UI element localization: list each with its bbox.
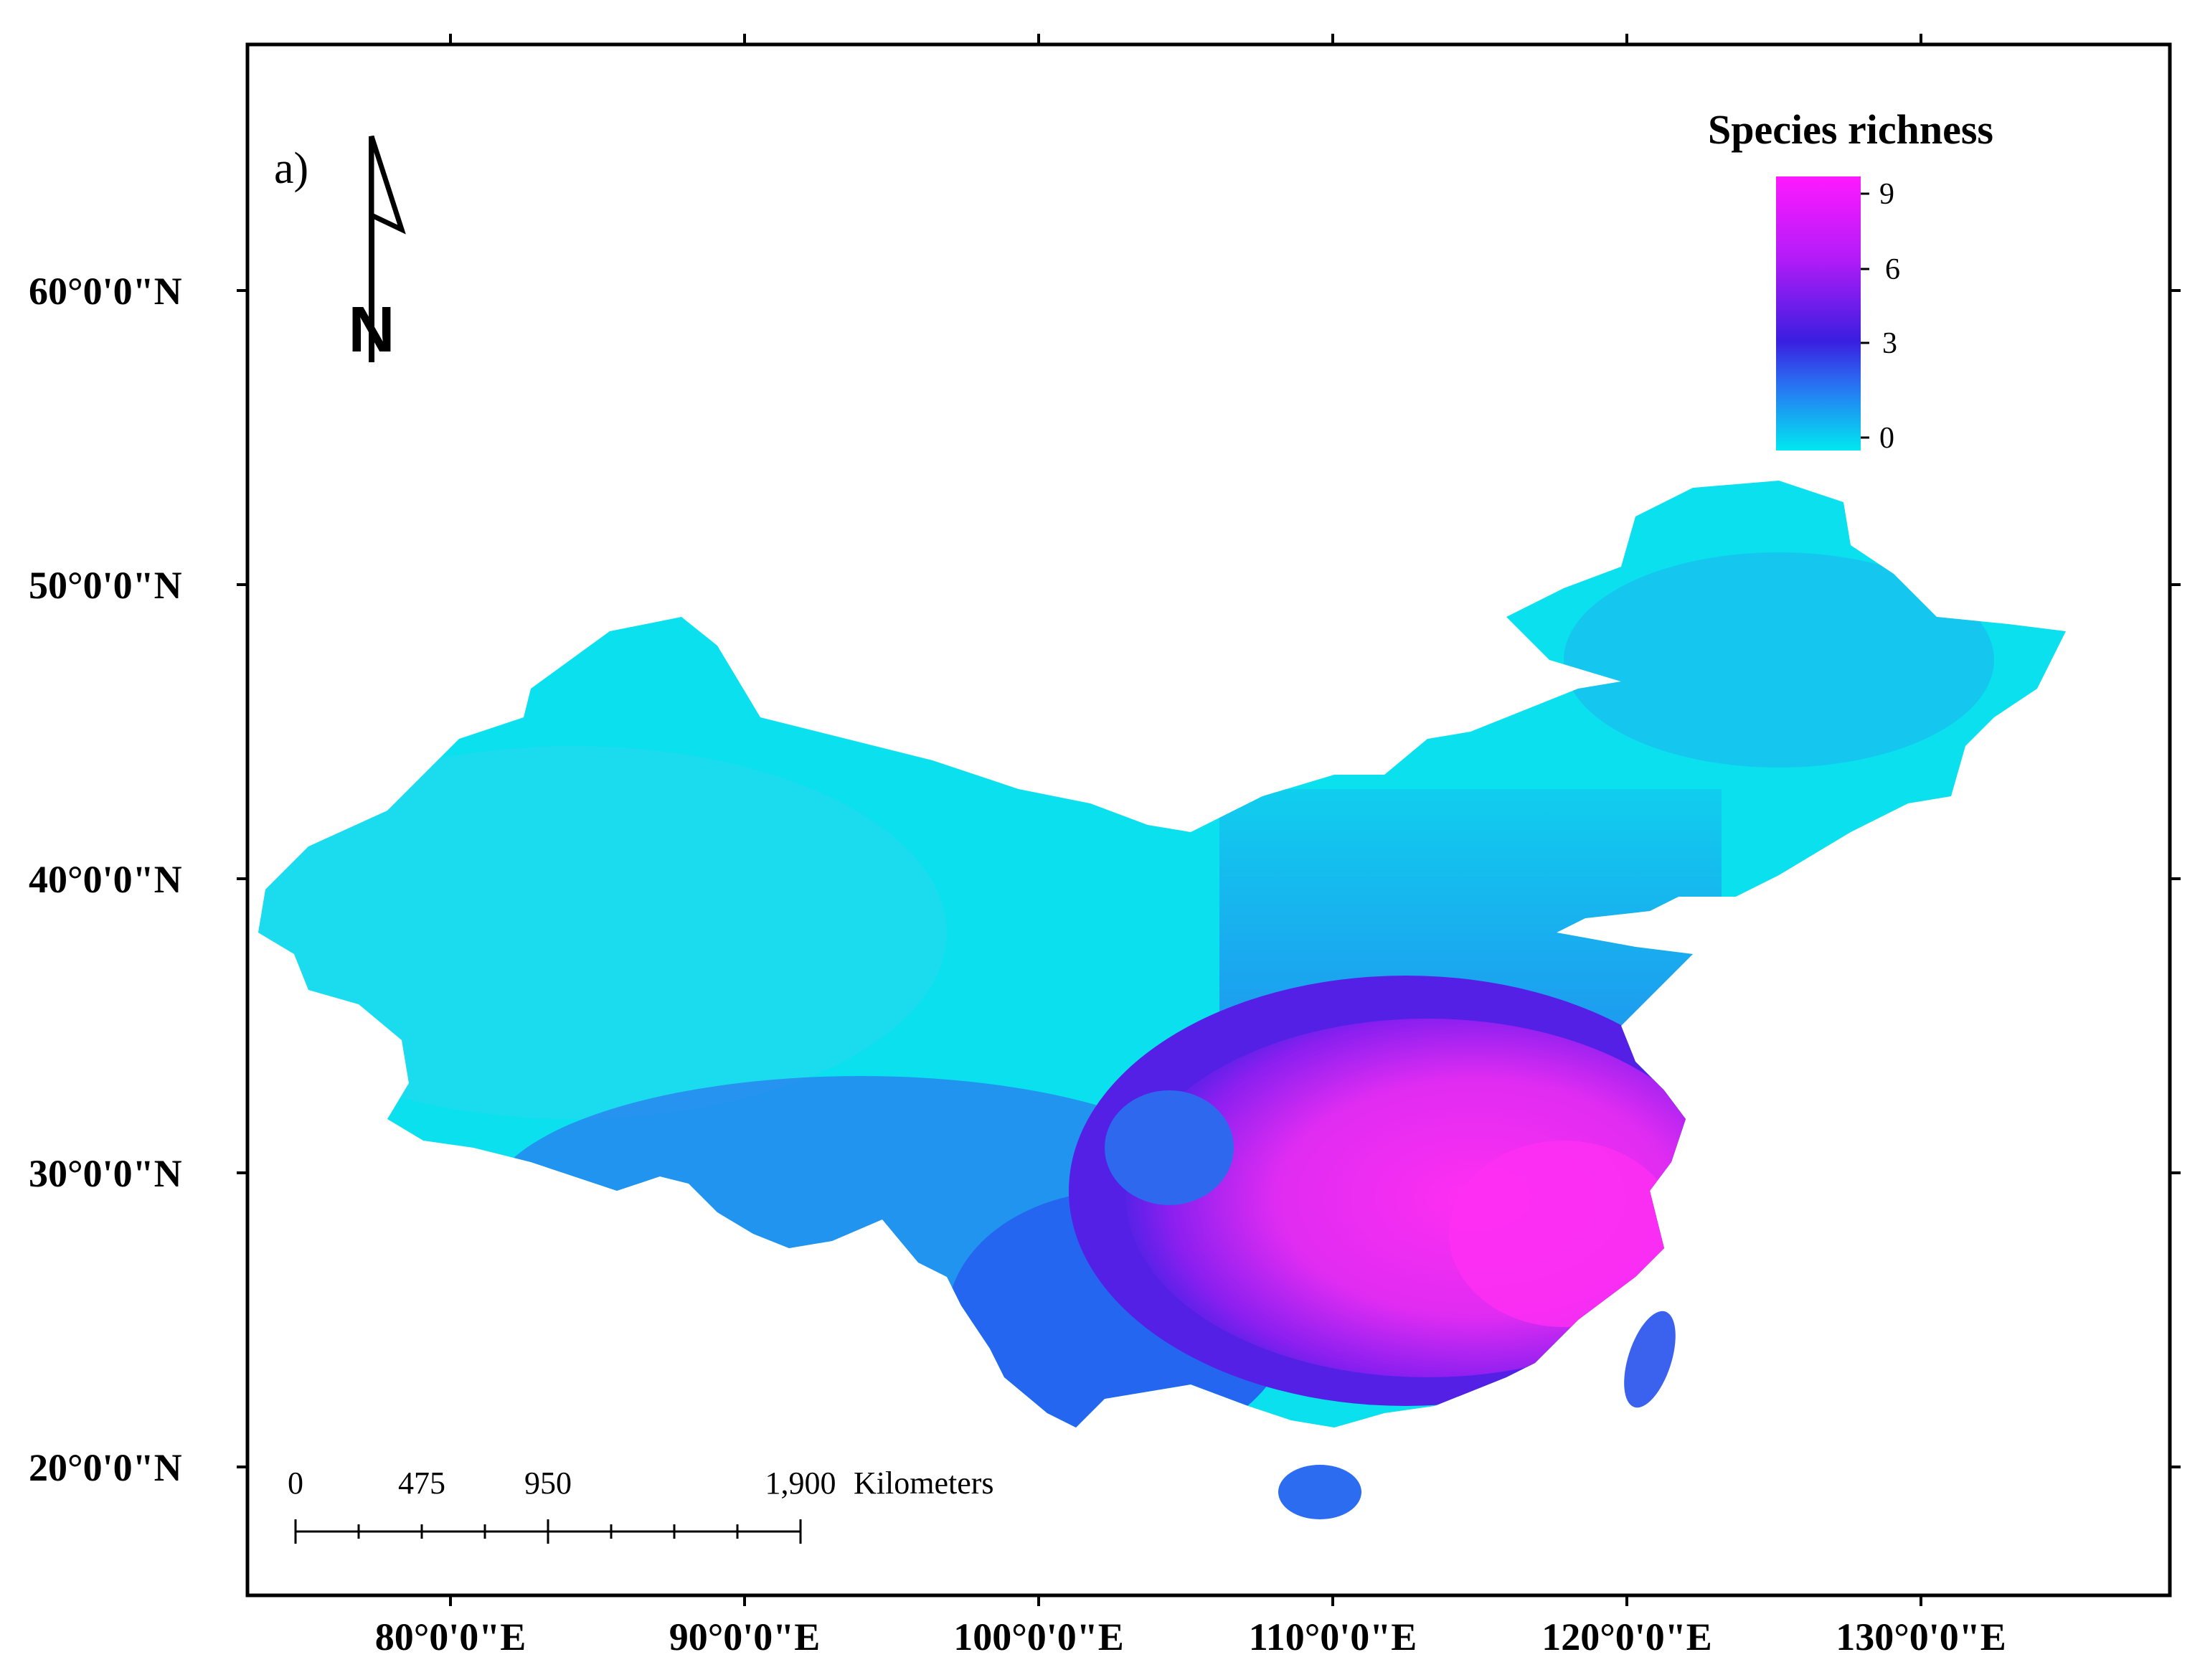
legend: Species richness 9 6 3 0 <box>1708 106 1993 455</box>
lat-label-30n: 30°0'0"N <box>29 1152 182 1195</box>
hainan-island <box>1278 1465 1361 1519</box>
scale-bar: 0 475 950 1,900 Kilometers <box>288 1466 994 1544</box>
legend-tick-3: 3 <box>1882 327 1897 360</box>
lat-label-20n: 20°0'0"N <box>29 1446 182 1489</box>
lon-label-90e: 90°0'0"E <box>669 1615 821 1658</box>
map-frame <box>245 42 2172 1598</box>
taiwan-island <box>1624 1311 1676 1408</box>
legend-tick-9: 9 <box>1879 178 1894 211</box>
panel-label: a) <box>274 144 308 193</box>
lat-label-60n: 60°0'0"N <box>29 270 182 313</box>
lon-label-100e: 100°0'0"E <box>953 1615 1124 1658</box>
legend-tick-6: 6 <box>1885 253 1900 286</box>
lon-label-110e: 110°0'0"E <box>1249 1615 1417 1658</box>
scale-label-950: 950 <box>524 1466 572 1501</box>
china-richness-map <box>258 481 2066 1519</box>
legend-title: Species richness <box>1708 106 1993 153</box>
lat-label-50n: 50°0'0"N <box>29 564 182 607</box>
lon-label-130e: 130°0'0"E <box>1836 1615 2006 1658</box>
scale-label-475: 475 <box>398 1466 445 1501</box>
north-arrow-label: N <box>349 294 395 366</box>
lat-label-40n: 40°0'0"N <box>29 858 182 901</box>
scale-label-0: 0 <box>288 1466 303 1501</box>
lon-label-80e: 80°0'0"E <box>375 1615 527 1658</box>
longitude-tick-marks <box>449 34 1922 1606</box>
legend-tick-0: 0 <box>1879 422 1894 455</box>
scale-unit: Kilometers <box>854 1466 994 1501</box>
scale-label-1900: 1,900 <box>765 1466 836 1501</box>
north-arrow-icon: N <box>349 135 406 366</box>
legend-color-bar <box>1776 176 1861 450</box>
latitude-tick-marks <box>237 289 2181 1468</box>
lon-label-120e: 120°0'0"E <box>1541 1615 1712 1658</box>
